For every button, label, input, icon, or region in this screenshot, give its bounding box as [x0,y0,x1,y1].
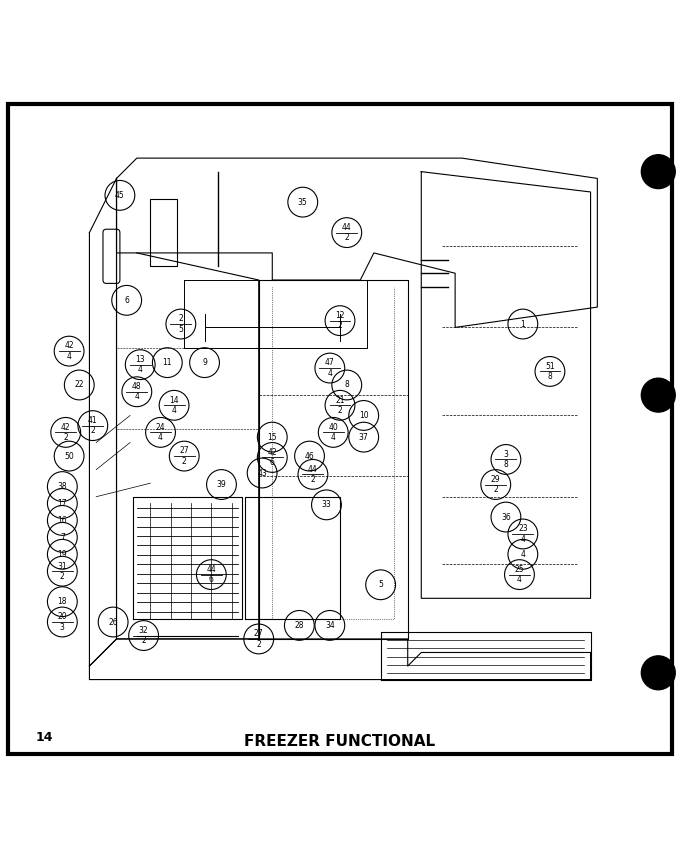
Text: 2: 2 [494,486,498,494]
Text: 4: 4 [520,550,525,559]
Text: 6: 6 [209,576,214,584]
Text: 12: 12 [335,311,345,320]
Text: 2: 2 [338,406,342,415]
Text: 2: 2 [60,572,65,581]
Text: 39: 39 [217,480,226,489]
Text: 36: 36 [501,512,511,522]
Text: 28: 28 [294,621,304,630]
Text: 43: 43 [257,468,267,478]
Text: 16: 16 [58,516,67,525]
Text: 6: 6 [124,296,129,305]
Text: 2: 2 [63,433,68,442]
Text: 8: 8 [344,380,349,390]
Text: 14: 14 [35,731,53,744]
Text: 42: 42 [267,448,277,456]
Text: 48: 48 [132,382,141,391]
Text: 13: 13 [135,355,145,364]
Text: 29: 29 [491,474,500,484]
Text: 25: 25 [515,565,524,574]
Text: 44: 44 [308,465,318,474]
Text: 4: 4 [171,406,177,415]
Text: 23: 23 [518,524,528,534]
Text: 9: 9 [202,358,207,367]
Text: 47: 47 [325,359,335,367]
Text: 6: 6 [270,458,275,467]
Text: 45: 45 [115,190,124,200]
Text: 44: 44 [207,565,216,574]
Text: 26: 26 [108,618,118,626]
Text: FREEZER FUNCTIONAL: FREEZER FUNCTIONAL [244,734,436,749]
Text: 14: 14 [169,396,179,405]
Text: 4: 4 [330,433,336,442]
Text: 2: 2 [344,233,349,242]
Text: 4: 4 [135,392,139,402]
Bar [150,199,177,267]
Text: 51: 51 [545,362,555,371]
Text: 1: 1 [520,319,525,329]
Text: 37: 37 [359,432,369,442]
Text: 50: 50 [64,451,74,461]
Text: 17: 17 [58,499,67,508]
FancyBboxPatch shape [103,229,120,283]
Text: 2: 2 [338,322,342,330]
Text: 33: 33 [322,500,331,510]
Circle shape [641,656,675,690]
Text: 4: 4 [520,535,525,544]
Text: 2: 2 [311,475,316,484]
Text: 42: 42 [61,423,71,432]
Circle shape [641,154,675,189]
Text: 5: 5 [178,324,184,334]
Text: 4: 4 [517,576,522,584]
Text: 15: 15 [267,432,277,442]
Text: 21: 21 [335,396,345,405]
Text: 38: 38 [58,482,67,491]
Text: 2: 2 [90,426,95,435]
Text: 46: 46 [305,451,314,461]
Text: 27: 27 [254,629,264,638]
Text: 3: 3 [503,450,509,459]
FancyBboxPatch shape [8,104,672,754]
Text: 24: 24 [156,423,165,432]
Text: 3: 3 [60,623,65,631]
Text: 10: 10 [359,411,369,420]
Text: 4: 4 [327,369,333,378]
Text: 35: 35 [298,197,307,207]
Text: 4: 4 [67,352,71,361]
Text: 4: 4 [158,433,163,442]
Text: 20: 20 [58,613,67,621]
Text: 18: 18 [58,597,67,607]
Text: 5: 5 [378,580,383,589]
Circle shape [641,378,675,412]
Text: 8: 8 [504,460,508,469]
Text: 2: 2 [141,637,146,645]
Text: 4: 4 [138,366,143,374]
Text: 19: 19 [58,550,67,559]
Text: 27: 27 [180,446,189,456]
Text: 42: 42 [65,341,74,350]
Text: 7: 7 [60,533,65,542]
Text: 44: 44 [342,223,352,232]
Text: 32: 32 [139,625,148,635]
Text: 2: 2 [178,314,183,323]
Text: 2: 2 [256,640,261,649]
Text: 41: 41 [88,416,98,425]
Text: 8: 8 [547,372,552,381]
Text: 31: 31 [58,561,67,571]
Text: 2: 2 [182,456,186,466]
Text: 34: 34 [325,621,335,630]
Text: 22: 22 [75,380,84,390]
Text: 40: 40 [328,423,338,432]
Text: 11: 11 [163,358,172,367]
